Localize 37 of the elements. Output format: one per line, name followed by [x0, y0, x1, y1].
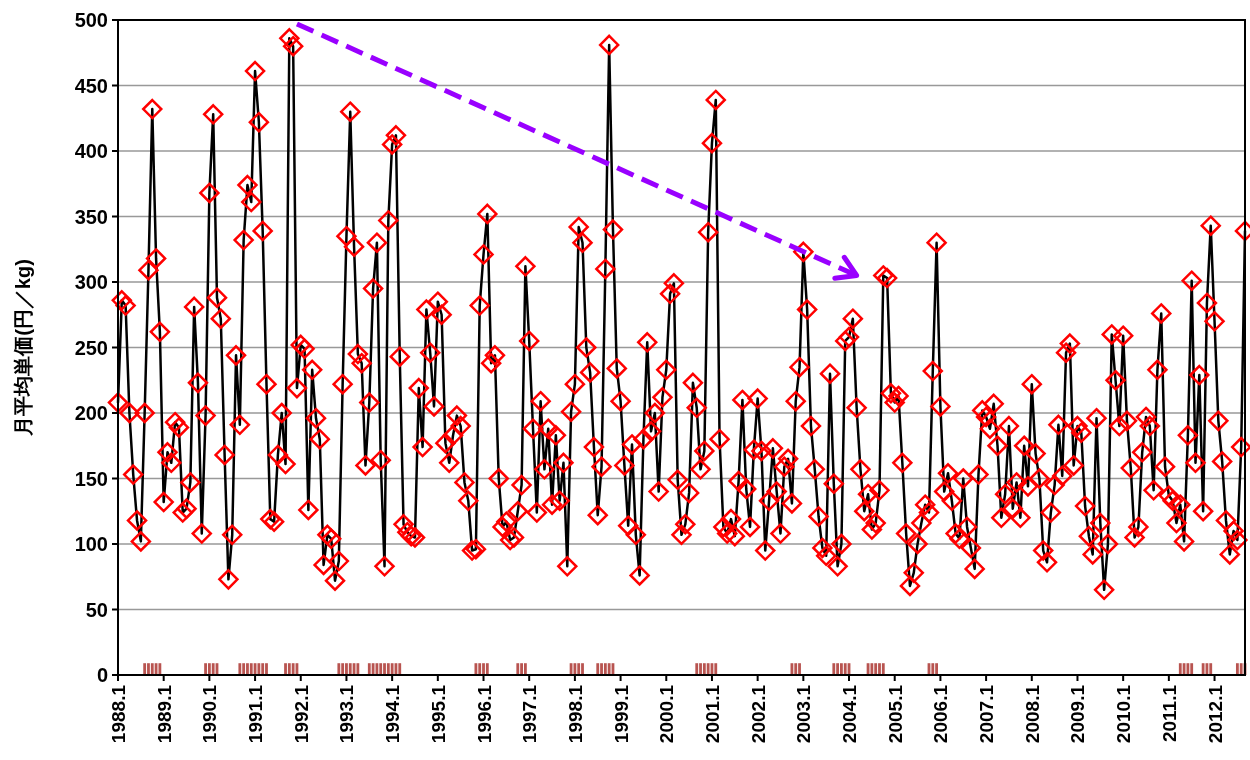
- x-tick-label: 1999.1: [610, 684, 632, 744]
- x-tick-label: 1988.1: [108, 684, 129, 744]
- x-tick-label: 2004.1: [839, 684, 861, 744]
- x-tick-label: 1991.1: [245, 684, 267, 744]
- y-tick-label: 250: [74, 336, 108, 359]
- x-tick-label: 1989.1: [153, 684, 175, 744]
- y-tick-label: 0: [96, 664, 108, 686]
- x-tick-label: 2007.1: [976, 684, 998, 744]
- x-tick-label: 2010.1: [1113, 684, 1135, 744]
- x-tick-label: 2001.1: [701, 684, 723, 744]
- x-tick-label: 2002.1: [747, 684, 769, 744]
- x-tick-label: 1993.1: [336, 684, 358, 744]
- x-tick-label: 1996.1: [473, 684, 495, 744]
- y-tick-label: 200: [74, 402, 108, 424]
- x-tick-label: 2003.1: [793, 684, 815, 744]
- x-tick-label: 2006.1: [930, 684, 952, 744]
- y-tick-label: 450: [74, 74, 108, 97]
- y-tick-label: 50: [85, 598, 108, 621]
- x-tick-label: 1994.1: [382, 684, 404, 744]
- x-tick-label: 1990.1: [199, 684, 221, 744]
- x-tick-label: 2012.1: [1204, 684, 1226, 744]
- x-tick-label: 2008.1: [1021, 684, 1043, 744]
- y-tick-label: 350: [74, 205, 108, 228]
- y-tick-label: 400: [74, 140, 108, 162]
- x-tick-label: 2009.1: [1067, 684, 1089, 744]
- y-tick-label: 500: [74, 9, 108, 31]
- y-axis-title: 月平均単価(円／kg): [12, 259, 34, 437]
- y-tick-label: 150: [74, 467, 108, 490]
- x-tick-label: 1992.1: [290, 684, 312, 744]
- x-tick-label: 2005.1: [884, 684, 906, 744]
- y-tick-label: 300: [74, 271, 108, 293]
- x-tick-label: 2011.1: [1158, 684, 1180, 743]
- x-tick-label: 1997.1: [519, 684, 541, 744]
- x-tick-label: 1995.1: [427, 684, 449, 744]
- x-tick-label: 2000.1: [656, 684, 678, 744]
- y-tick-label: 100: [74, 533, 108, 555]
- x-tick-label: 1998.1: [564, 684, 586, 744]
